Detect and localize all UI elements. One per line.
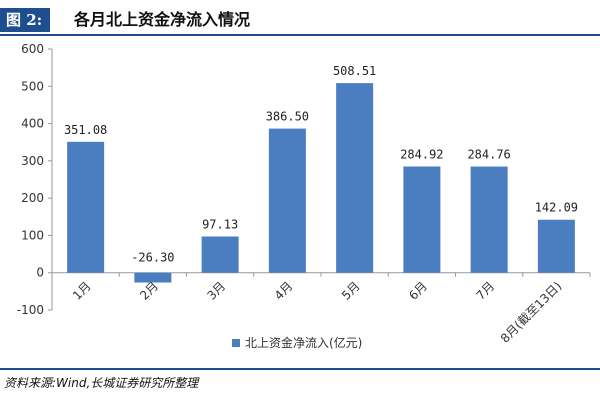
figure-number-tag: 图 2: [0,8,51,32]
data-label: 284.92 [400,147,443,161]
source-note: 资料来源:Wind,长城证券研究所整理 [4,376,199,390]
x-axis: 1月 2月 3月 4月 5月 6月 7月 8月(截至13日) [51,272,591,346]
data-label: 97.13 [202,217,238,231]
y-tick-label: 300 [21,154,44,168]
bar [537,219,575,273]
x-tick-label: 6月 [406,279,430,303]
y-tick-label: 200 [21,191,44,205]
legend-swatch [232,339,240,347]
y-tick-label: 0 [36,266,44,280]
bar [470,166,508,273]
legend: 北上资金净流入(亿元) [232,335,362,350]
bar [201,236,239,273]
y-tick-label: 100 [21,228,44,242]
x-tick-label: 5月 [339,279,363,303]
y-tick-label: 500 [21,79,44,93]
bar [268,128,306,273]
y-tick-label: 600 [21,42,44,56]
data-labels: 351.08 -26.30 97.13 386.50 508.51 284.92 284.7… [64,64,578,265]
y-tick-label: -100 [17,303,44,317]
legend-label: 北上资金净流入(亿元) [245,335,362,350]
header-rule [0,34,600,36]
figure-header: 图 2: 各月北上资金净流入情况 [0,0,600,40]
data-label: 351.08 [64,123,107,137]
x-tick-label: 7月 [473,279,497,303]
data-label: 508.51 [333,64,376,78]
bar [67,141,105,273]
data-label: 284.76 [467,148,510,162]
bar [134,272,172,283]
bar-series [67,83,575,283]
bar [336,83,374,273]
x-tick-label: 4月 [272,279,296,303]
y-tick-label: 400 [21,117,44,131]
chart-title: 各月北上资金净流入情况 [74,10,251,29]
bar [403,166,441,273]
y-axis: -100 0 100 200 300 400 500 600 [17,42,53,317]
x-tick-label: 1月 [70,279,94,303]
x-tick-label: 3月 [204,279,228,303]
footer-rule [0,368,600,370]
data-label: 386.50 [266,110,309,124]
x-tick-label: 8月(截至13日) [498,279,565,346]
data-label: 142.09 [535,201,578,215]
data-label: -26.30 [131,251,174,265]
